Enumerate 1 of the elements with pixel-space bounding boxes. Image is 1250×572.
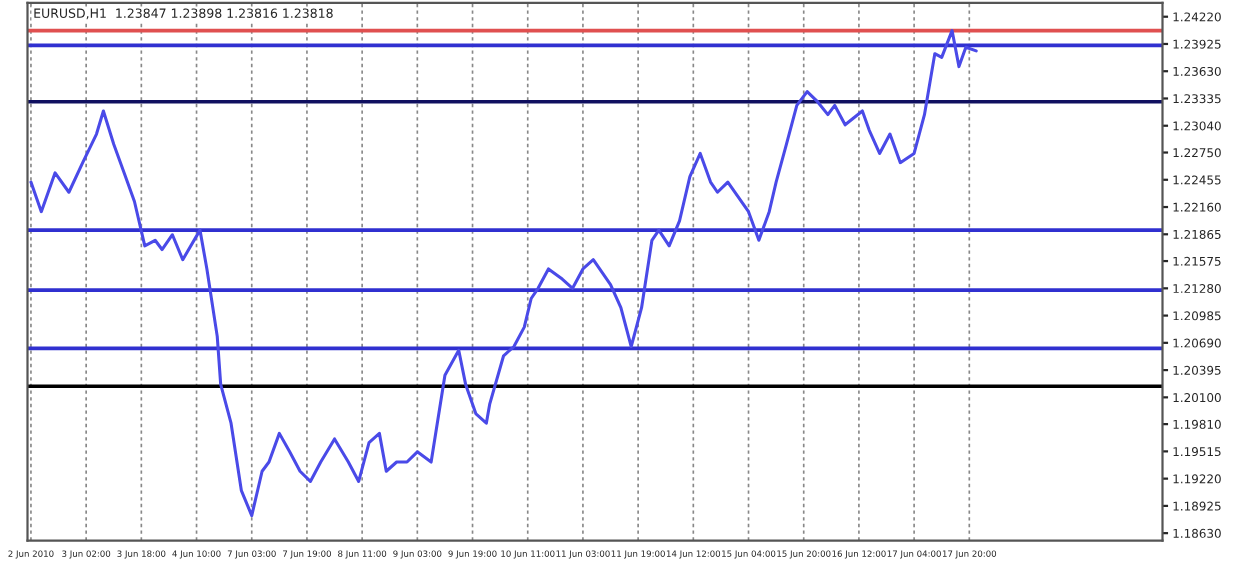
line-series <box>29 29 978 518</box>
